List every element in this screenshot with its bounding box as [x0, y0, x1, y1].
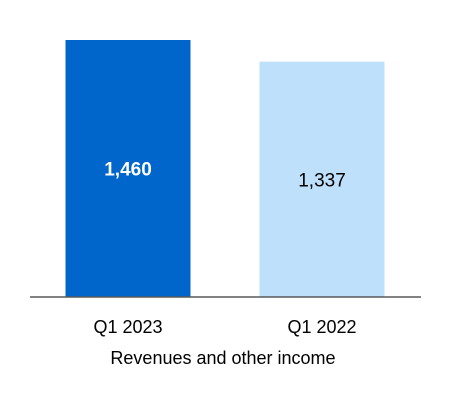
x-tick-labels-group: Q1 2023 Q1 2022 [93, 317, 356, 337]
bars-group [65, 40, 385, 298]
x-tick-label-q1-2022: Q1 2022 [287, 317, 356, 337]
data-label-q1-2023: 1,460 [104, 160, 152, 181]
x-axis-title: Revenues and other income [110, 348, 335, 368]
data-labels-group: 1,460 1,337 [104, 160, 346, 192]
bar-q1-2023 [65, 40, 191, 297]
x-tick-label-q1-2023: Q1 2023 [93, 317, 162, 337]
bar-q1-2022 [259, 61, 385, 298]
data-label-q1-2022: 1,337 [298, 170, 346, 191]
